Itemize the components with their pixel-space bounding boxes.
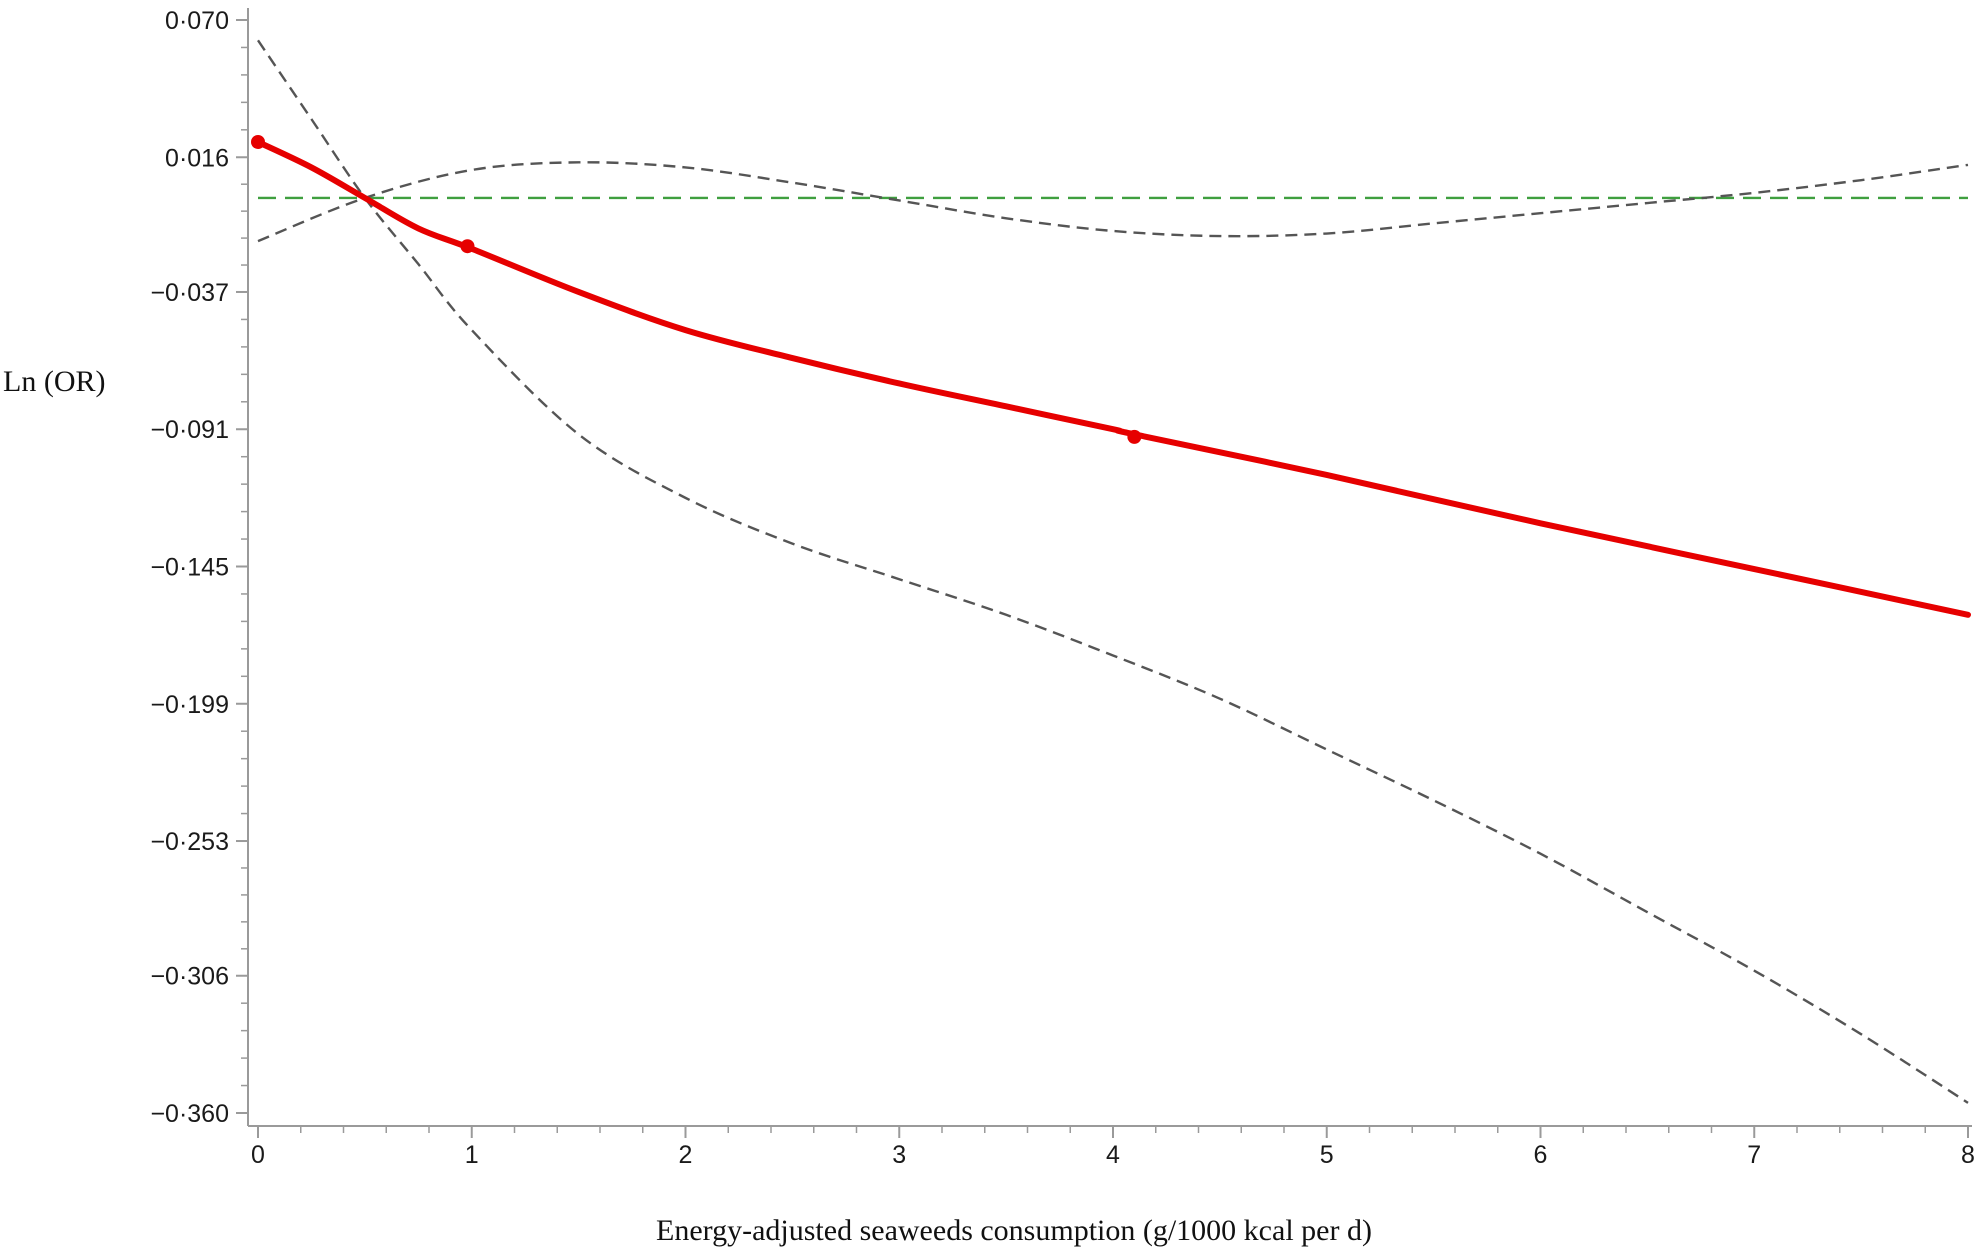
- x-tick-label: 5: [1320, 1141, 1334, 1169]
- y-tick-label: 0·070: [165, 7, 229, 35]
- x-axis-title: Energy-adjusted seaweeds consumption (g/…: [656, 1214, 1372, 1247]
- x-tick-label: 2: [679, 1141, 693, 1169]
- knot-marker: [460, 239, 475, 254]
- x-tick-label: 6: [1534, 1141, 1548, 1169]
- knot-marker: [251, 135, 265, 150]
- y-tick-label: −0·091: [150, 416, 229, 444]
- x-tick-label: 4: [1106, 1141, 1120, 1169]
- y-tick-label: −0·306: [150, 963, 229, 991]
- x-tick-label: 0: [251, 1141, 265, 1169]
- x-tick-label: 7: [1747, 1141, 1761, 1169]
- x-tick-label: 1: [465, 1141, 479, 1169]
- y-axis-title: Ln (OR): [3, 365, 105, 398]
- lower-ci-line: [257, 39, 1969, 1104]
- y-tick-label: 0·016: [165, 144, 229, 172]
- y-tick-label: −0·199: [150, 691, 229, 719]
- y-tick-label: −0·253: [150, 828, 229, 856]
- axes: 0·070 0·016 −0·037 −0·091 −0·145 −0·199 −0·253…: [150, 7, 1975, 1169]
- x-tick-label: 3: [892, 1141, 906, 1169]
- y-tick-label: −0·360: [150, 1100, 229, 1128]
- upper-ci-line: [257, 161, 1969, 243]
- x-tick-label: 8: [1961, 1141, 1975, 1169]
- knot-marker: [1127, 429, 1142, 444]
- estimate-line: [255, 139, 1971, 618]
- markers: [251, 135, 1142, 444]
- y-tick-label: −0·145: [150, 554, 229, 582]
- y-tick-label: −0·037: [150, 279, 229, 307]
- plot-lines: [255, 39, 1971, 1104]
